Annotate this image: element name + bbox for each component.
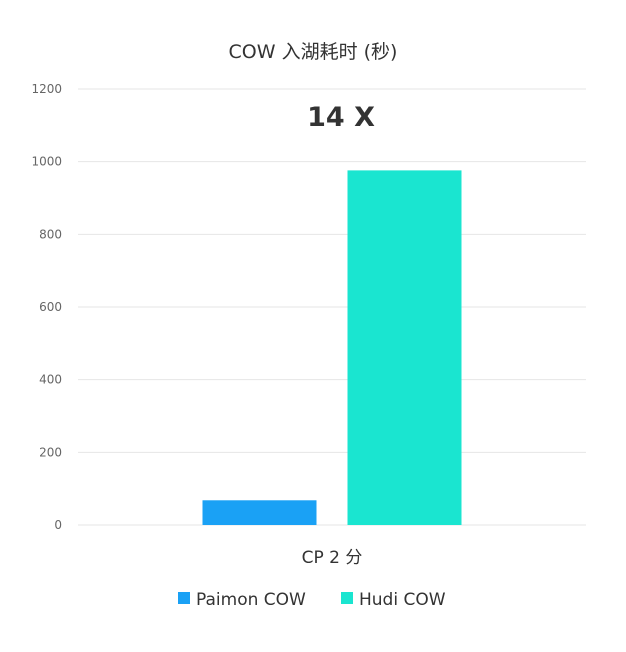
y-tick-label: 600 [39,300,62,314]
y-axis-ticks: 0 200 400 600 800 1000 1200 [31,82,62,532]
legend-item[interactable]: Hudi COW [341,590,446,610]
legend-label: Paimon COW [196,590,306,610]
x-axis-categories: CP 2 分 [302,548,363,568]
legend-item[interactable]: Paimon COW [178,590,306,610]
bar-hudi-cow[interactable] [347,170,462,526]
gridlines [78,88,586,526]
y-tick-label: 1000 [31,155,62,169]
ratio-annotation: 14 X [307,102,375,133]
bars [202,170,462,526]
chart-title: COW 入湖耗时 (秒) [229,41,398,63]
y-tick-label: 0 [54,518,62,532]
legend-swatch [178,592,190,604]
y-tick-label: 200 [39,445,62,459]
y-tick-label: 400 [39,373,62,387]
legend[interactable]: Paimon COW Hudi COW [178,590,446,610]
y-tick-label: 1200 [31,82,62,96]
legend-swatch [341,592,353,604]
y-tick-label: 800 [39,227,62,241]
x-category-label: CP 2 分 [302,548,363,568]
legend-label: Hudi COW [359,590,446,610]
bar-paimon-cow[interactable] [202,500,317,525]
